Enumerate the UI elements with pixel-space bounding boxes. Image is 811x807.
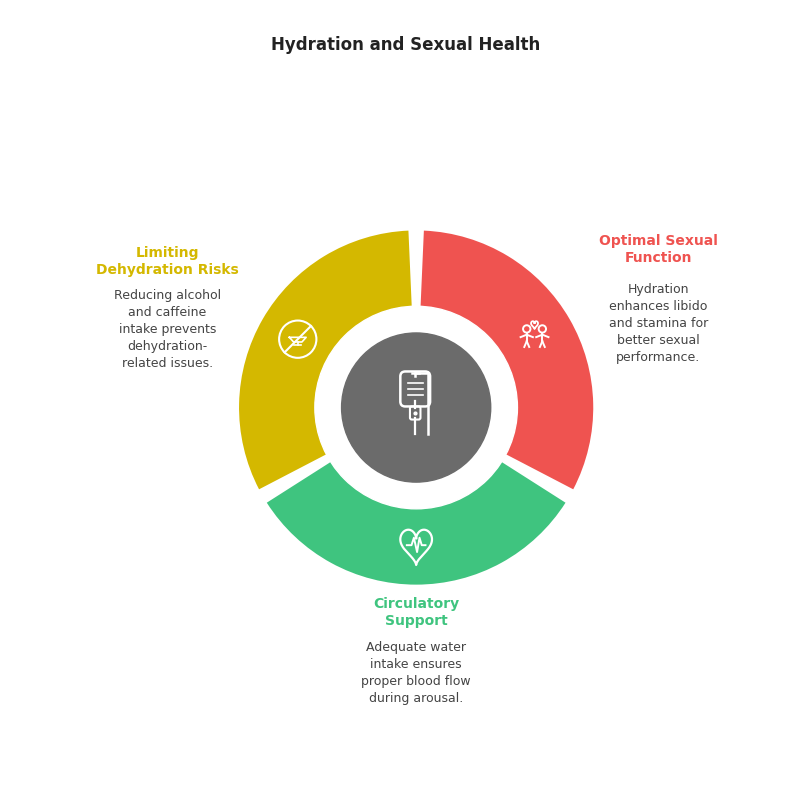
Text: Reducing alcohol
and caffeine
intake prevents
dehydration-
related issues.: Reducing alcohol and caffeine intake pre… — [114, 290, 221, 370]
Wedge shape — [420, 231, 593, 489]
Text: Circulatory
Support: Circulatory Support — [372, 597, 459, 629]
Wedge shape — [238, 231, 411, 489]
Text: Optimal Sexual
Function: Optimal Sexual Function — [599, 233, 717, 265]
Circle shape — [233, 224, 599, 591]
Text: Hydration and Sexual Health: Hydration and Sexual Health — [271, 36, 540, 54]
Text: Adequate water
intake ensures
proper blood flow
during arousal.: Adequate water intake ensures proper blo… — [361, 641, 470, 705]
Text: Hydration
enhances libido
and stamina for
better sexual
performance.: Hydration enhances libido and stamina fo… — [608, 283, 707, 364]
Circle shape — [341, 333, 490, 482]
Text: Limiting
Dehydration Risks: Limiting Dehydration Risks — [96, 246, 238, 278]
Wedge shape — [267, 459, 564, 584]
Circle shape — [315, 306, 517, 509]
